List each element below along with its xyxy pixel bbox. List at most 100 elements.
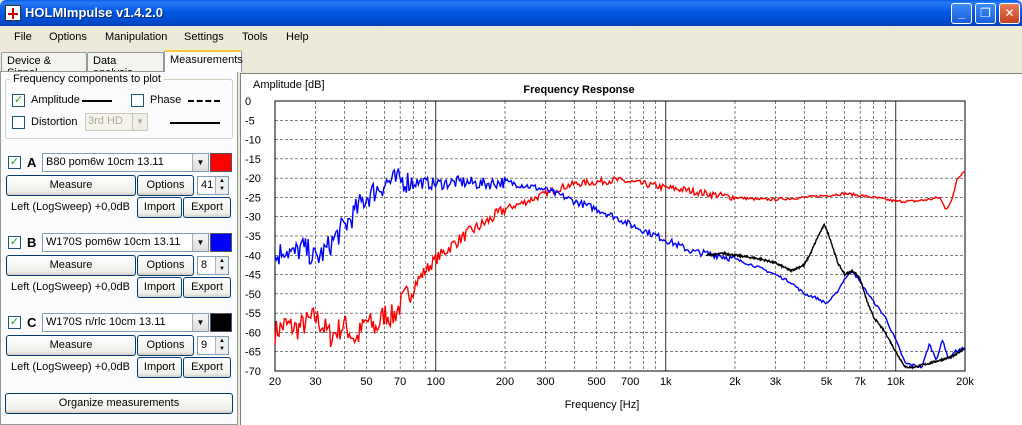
chevron-down-icon: ▼: [132, 114, 147, 130]
menu-settings[interactable]: Settings: [184, 31, 224, 43]
measurement-b-checkbox[interactable]: ✓: [8, 236, 21, 249]
minimize-button[interactable]: _: [951, 3, 972, 24]
measurement-a-spinner[interactable]: 41 ▲ ▼: [197, 176, 229, 195]
spin-arrows-icon[interactable]: ▲ ▼: [215, 257, 228, 274]
y-tick-label: -70: [245, 366, 261, 378]
x-axis-label: Frequency [Hz]: [565, 399, 640, 411]
y-tick-label: -20: [245, 173, 261, 185]
solid-line-icon: [170, 122, 220, 124]
series-line-2: [705, 222, 966, 370]
measurement-a-options-button[interactable]: Options: [137, 175, 194, 196]
y-tick-label: -10: [245, 135, 261, 147]
y-tick-label: -5: [245, 115, 255, 127]
y-tick-label: 0: [245, 96, 251, 108]
menu-manipulation[interactable]: Manipulation: [105, 31, 168, 43]
measurement-c-checkbox[interactable]: ✓: [8, 316, 21, 329]
measurement-a-export-button[interactable]: Export: [183, 197, 231, 218]
measurement-c-spinner[interactable]: 9 ▲ ▼: [197, 336, 229, 355]
measurement-a-spinner-value: 41: [201, 179, 214, 191]
measurement-c-import-button[interactable]: Import: [137, 357, 182, 378]
measurement-a-name-select[interactable]: B80 pom6w 10cm 13.11 ▼: [42, 153, 209, 172]
menu-help[interactable]: Help: [286, 31, 309, 43]
measurement-b-import-button[interactable]: Import: [137, 277, 182, 298]
check-mark-icon: ✓: [13, 94, 24, 106]
chart-canvas: Amplitude [dB] Frequency Response 0 -5 -10…: [245, 79, 974, 411]
measurement-c-export-button[interactable]: Export: [183, 357, 231, 378]
measurement-a-measure-button[interactable]: Measure: [6, 175, 136, 196]
measurement-b-export-button[interactable]: Export: [183, 277, 231, 298]
check-mark-icon: ✓: [9, 316, 20, 328]
x-tick-label: 500: [587, 376, 605, 388]
check-mark-icon: ✓: [9, 236, 20, 248]
x-tick-label: 300: [536, 376, 554, 388]
measurement-c-measure-button[interactable]: Measure: [6, 335, 136, 356]
chevron-down-icon: ▼: [192, 154, 208, 171]
measurement-c-spinner-value: 9: [201, 339, 208, 351]
measurement-c-color-swatch[interactable]: [210, 313, 232, 332]
x-tick-label: 20k: [956, 376, 974, 388]
x-tick-label: 30: [309, 376, 321, 388]
x-tick-label: 7k: [854, 376, 866, 388]
x-tick-label: 200: [496, 376, 514, 388]
measurement-a-checkbox[interactable]: ✓: [8, 156, 21, 169]
organize-measurements-button[interactable]: Organize measurements: [5, 393, 233, 414]
measurement-a-color-swatch[interactable]: [210, 153, 232, 172]
measurement-b-name-select[interactable]: W170S pom6w 10cm 13.11 ▼: [42, 233, 209, 252]
y-axis-label: Amplitude [dB]: [253, 79, 325, 91]
distortion-select[interactable]: 3rd HD ▼: [85, 113, 148, 131]
measurement-c-options-button[interactable]: Options: [137, 335, 194, 356]
measurement-b-options-button[interactable]: Options: [137, 255, 194, 276]
plot-area-border: [274, 100, 966, 372]
y-tick-label: -40: [245, 250, 261, 262]
frequency-components-legend: Frequency components to plot: [10, 73, 164, 85]
measurement-b-measure-button[interactable]: Measure: [6, 255, 136, 276]
y-tick-label: -30: [245, 212, 261, 224]
measurement-b-letter: B: [27, 235, 37, 250]
x-tick-label: 50: [360, 376, 372, 388]
measurement-c-letter: C: [27, 315, 37, 330]
measurement-b-spinner[interactable]: 8 ▲ ▼: [197, 256, 229, 275]
x-tick-label: 20: [269, 376, 281, 388]
x-tick-label: 10k: [887, 376, 905, 388]
maximize-button[interactable]: ❐: [975, 3, 996, 24]
series-line-0: [274, 170, 966, 348]
x-tick-label: 100: [427, 376, 445, 388]
menu-file[interactable]: File: [14, 31, 32, 43]
amplitude-label: Amplitude: [31, 94, 80, 106]
y-tick-label: -60: [245, 327, 261, 339]
y-tick-label: -55: [245, 308, 261, 320]
amplitude-checkbox[interactable]: ✓: [12, 94, 25, 107]
measurement-a-letter: A: [27, 155, 37, 170]
measurement-b-status: Left (LogSweep) +0,0dB: [11, 281, 130, 293]
y-tick-label: -50: [245, 289, 261, 301]
tab-measurements[interactable]: Measurements: [164, 50, 243, 72]
solid-line-icon: [82, 100, 112, 102]
x-tick-label: 70: [394, 376, 406, 388]
y-tick-label: -65: [245, 347, 261, 359]
measurement-b-spinner-value: 8: [201, 259, 208, 271]
phase-checkbox[interactable]: [131, 94, 144, 107]
spin-arrows-icon[interactable]: ▲ ▼: [215, 177, 228, 194]
x-tick-label: 2k: [729, 376, 741, 388]
measurement-c-status: Left (LogSweep) +0,0dB: [11, 361, 130, 373]
distortion-checkbox[interactable]: [12, 116, 25, 129]
measurement-b-color-swatch[interactable]: [210, 233, 232, 252]
tab-data-analysis[interactable]: Data analysis: [87, 52, 164, 79]
measurement-a-name: B80 pom6w 10cm 13.11: [46, 156, 164, 168]
menu-bar: File Options Manipulation Settings Tools…: [0, 26, 1022, 48]
app-icon: [5, 5, 21, 21]
x-tick-label: 3k: [770, 376, 782, 388]
y-tick-label: -45: [245, 270, 261, 282]
menu-options[interactable]: Options: [49, 31, 87, 43]
measurement-a-status: Left (LogSweep) +0,0dB: [11, 201, 130, 213]
phase-label: Phase: [150, 94, 182, 106]
y-tick-label: -35: [245, 231, 261, 243]
measurement-a-import-button[interactable]: Import: [137, 197, 182, 218]
measurement-c-name-select[interactable]: W170S n/rlc 10cm 13.11 ▼: [42, 313, 209, 332]
spin-arrows-icon[interactable]: ▲ ▼: [215, 337, 228, 354]
menu-tools[interactable]: Tools: [242, 31, 268, 43]
frequency-response-chart: Amplitude [dB] Frequency Response 0 -5 -10…: [240, 73, 1022, 425]
tab-device-signal[interactable]: Device & Signal: [1, 52, 87, 79]
window-title: HOLMImpulse v1.4.2.0: [25, 5, 163, 20]
close-button[interactable]: ✕: [999, 3, 1020, 24]
